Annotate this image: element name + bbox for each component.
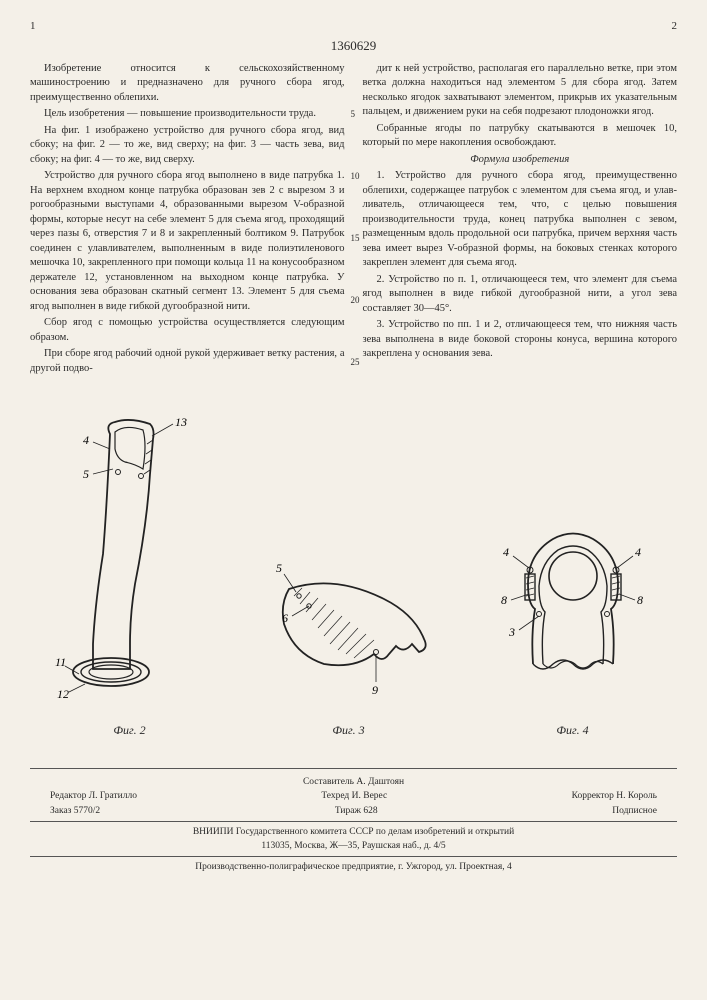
para: Собранные ягоды по патрубку скаты­ваются… — [363, 122, 678, 151]
para: Устройство для ручного сбора ягод вы­пол… — [30, 169, 345, 314]
order-num: Заказ 5770/2 — [50, 804, 100, 818]
callout-8l: 8 — [501, 593, 507, 607]
para: дит к ней устройство, располагая его пар… — [363, 62, 678, 120]
subscription: Подписное — [612, 804, 657, 818]
claims-heading: Формула изобретения — [363, 153, 678, 167]
imprint-footer: Составитель А. Даштоян Редактор Л. Грати… — [30, 768, 677, 875]
line-num: 10 — [351, 170, 360, 182]
figure-3: 5 6 9 Фиг. 3 — [254, 554, 444, 738]
left-column: Изобретение относится к сельскохозяй­ств… — [30, 62, 345, 378]
compiler-line: Составитель А. Даштоян — [30, 775, 677, 789]
tirage: Тираж 628 — [335, 804, 378, 818]
callout-4: 4 — [83, 433, 89, 447]
callout-6: 6 — [282, 611, 288, 625]
claim: 1. Устройство для ручного сбора ягод, пр… — [363, 169, 678, 270]
claim: 3. Устройство по пп. 1 и 2, отли­чающеес… — [363, 318, 678, 361]
callout-8r: 8 — [637, 593, 643, 607]
callout-11: 11 — [55, 655, 66, 669]
callout-3: 3 — [508, 625, 515, 639]
patent-page: 1 2 1360629 Изобретение относится к сель… — [0, 0, 707, 1000]
figure-4-label: Фиг. 4 — [493, 723, 653, 738]
callout-4r: 4 — [635, 545, 641, 559]
callout-13: 13 — [175, 415, 187, 429]
callout-5: 5 — [276, 561, 282, 575]
para: Сбор ягод с помощью устройства осу­ществ… — [30, 316, 345, 345]
claim: 2. Устройство по п. 1, отличающееся тем,… — [363, 273, 678, 316]
figures-row: 13 4 5 11 12 Фиг. 2 — [30, 398, 677, 738]
org-line-1: ВНИИПИ Государственного комитета СССР по… — [30, 821, 677, 839]
para: При сборе ягод рабочий одной рукой удерж… — [30, 347, 345, 376]
line-num: 5 — [351, 108, 356, 120]
figure-4-svg: 4 4 8 8 3 — [493, 514, 653, 714]
callout-9: 9 — [372, 683, 378, 697]
page-num-left: 1 — [30, 20, 36, 32]
callout-4l: 4 — [503, 545, 509, 559]
order-row: Заказ 5770/2 Тираж 628 Подписное — [30, 804, 677, 818]
figure-2: 13 4 5 11 12 Фиг. 2 — [55, 414, 205, 738]
document-number: 1360629 — [30, 38, 677, 54]
text-columns: Изобретение относится к сельскохозяй­ств… — [30, 62, 677, 378]
figure-2-label: Фиг. 2 — [55, 723, 205, 738]
org-line-3: Производственно-полиграфическое предприя… — [30, 856, 677, 874]
editor: Редактор Л. Гратилло — [50, 789, 137, 803]
figure-4: 4 4 8 8 3 Фиг. 4 — [493, 514, 653, 738]
page-num-right: 2 — [672, 20, 678, 32]
para: На фиг. 1 изображено устройство для ручн… — [30, 124, 345, 167]
right-column: 5 10 15 20 25 дит к ней устройство, расп… — [363, 62, 678, 378]
corrector: Корректор Н. Король — [572, 789, 657, 803]
org-line-2: 113035, Москва, Ж—35, Раушская наб., д. … — [30, 839, 677, 853]
figure-2-svg: 13 4 5 11 12 — [55, 414, 205, 714]
editor-row: Редактор Л. Гратилло Техред И. Верес Кор… — [30, 789, 677, 803]
technician: Техред И. Верес — [321, 789, 387, 803]
callout-12: 12 — [57, 687, 69, 701]
figure-3-svg: 5 6 9 — [254, 554, 444, 714]
line-num: 15 — [351, 232, 360, 244]
callout-5: 5 — [83, 467, 89, 481]
line-num: 20 — [351, 294, 360, 306]
line-num: 25 — [351, 356, 360, 368]
para: Изобретение относится к сельскохозяй­ств… — [30, 62, 345, 105]
para: Цель изобретения — повышение произво­дит… — [30, 107, 345, 121]
figure-3-label: Фиг. 3 — [254, 723, 444, 738]
page-corner-numbers: 1 2 — [30, 20, 677, 32]
